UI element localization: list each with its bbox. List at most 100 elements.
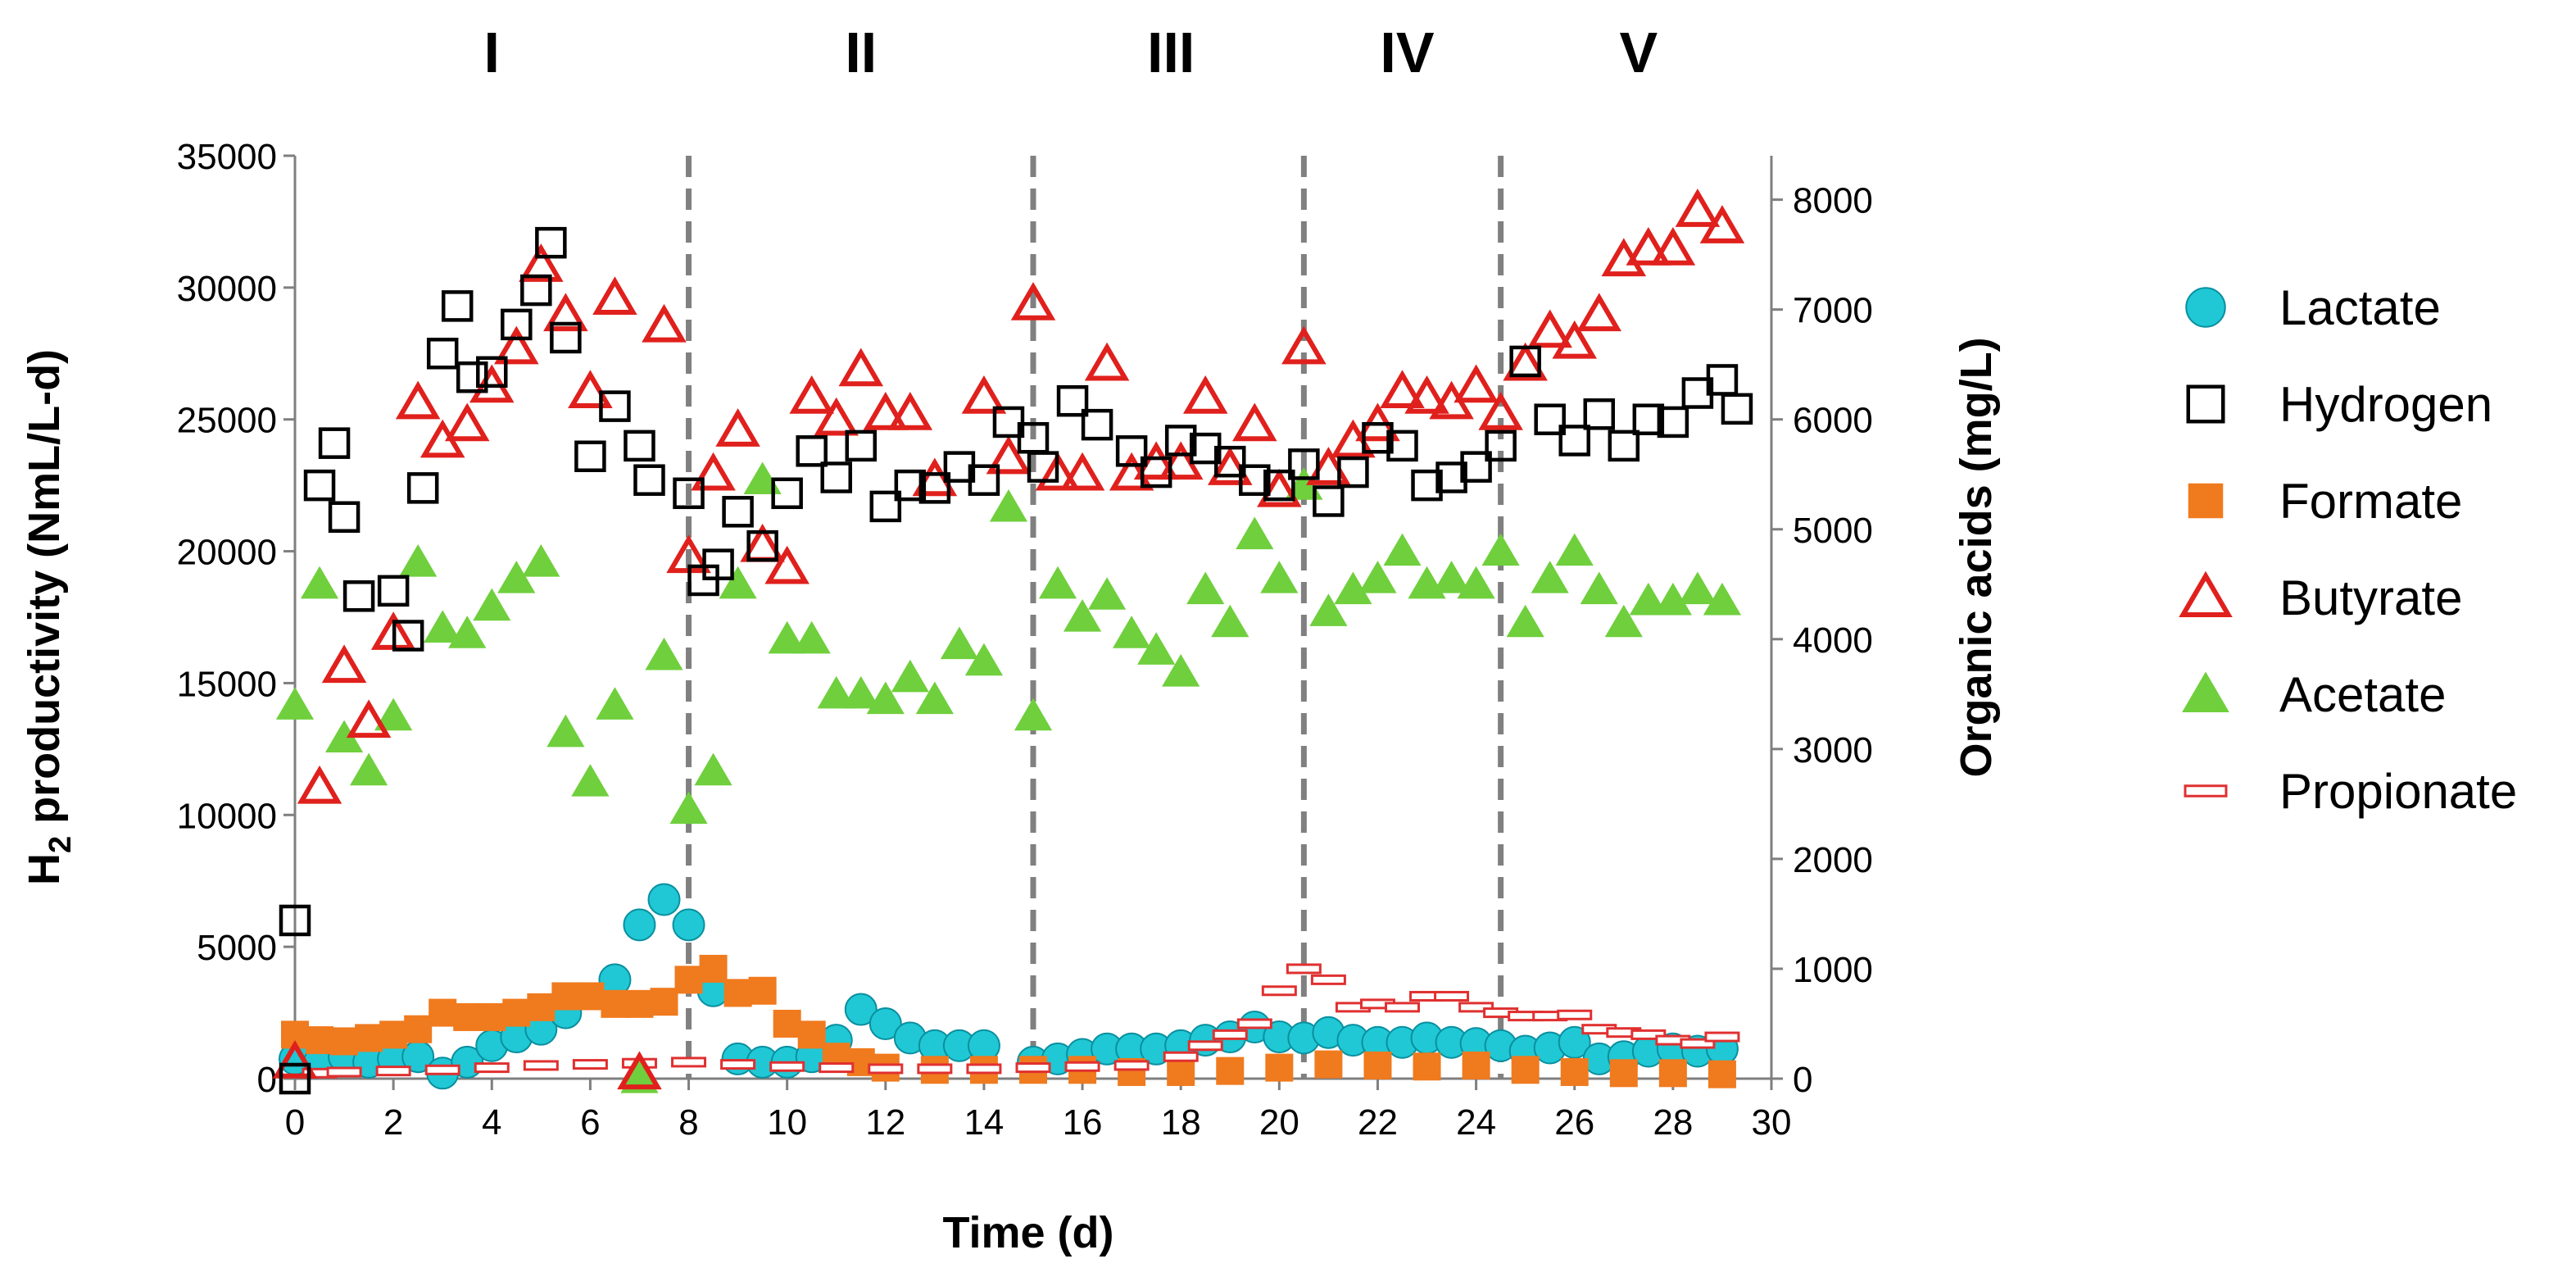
x-ticks: 0 2 4 6 8 10 12 14 16 18 20 22 24 26 28 30 bbox=[285, 1079, 1791, 1143]
acetate-point bbox=[1653, 582, 1692, 616]
legend-item-hydrogen: Hydrogen bbox=[2186, 377, 2492, 432]
hydrogen-point bbox=[673, 477, 705, 510]
y-left-tick-label: 15000 bbox=[177, 664, 277, 704]
hydrogen-point bbox=[441, 290, 474, 322]
phase-label-4: IV bbox=[1380, 20, 1434, 84]
acetate-point bbox=[1531, 561, 1569, 593]
x-tick-label: 20 bbox=[1259, 1102, 1299, 1143]
formate-point bbox=[1167, 1057, 1195, 1086]
propionate-point bbox=[326, 1066, 362, 1078]
acetate-point bbox=[964, 643, 1004, 676]
acetate-point bbox=[1088, 577, 1127, 610]
propionate-point bbox=[1680, 1038, 1716, 1049]
butyrate-point bbox=[1576, 293, 1622, 332]
butyrate-point bbox=[986, 435, 1032, 475]
hydrogen-point bbox=[392, 620, 424, 652]
hydrogen-point bbox=[342, 580, 375, 612]
lactate-point bbox=[868, 1007, 902, 1040]
hydrogen-point bbox=[406, 472, 439, 504]
acetate-point bbox=[1014, 698, 1053, 731]
propionate-point bbox=[1113, 1060, 1150, 1071]
propionate-point bbox=[1458, 1002, 1494, 1013]
hydrogen-point bbox=[1337, 456, 1369, 489]
acetate-point bbox=[891, 659, 929, 693]
formate-point bbox=[527, 993, 556, 1021]
acetate-point bbox=[1703, 582, 1742, 616]
acetate-point bbox=[1260, 561, 1299, 593]
butyrate-point bbox=[1552, 320, 1598, 359]
acetate-point bbox=[374, 698, 413, 731]
y-axis-left-title-rest: productivity (NmL/L-d) bbox=[20, 349, 69, 836]
acetate-point bbox=[1358, 561, 1397, 593]
butyrate-point bbox=[642, 303, 687, 343]
butyrate-point bbox=[543, 293, 588, 332]
acetate-point bbox=[1211, 604, 1249, 638]
x-tick-label: 8 bbox=[678, 1102, 698, 1143]
butyrate-point bbox=[789, 375, 834, 414]
propionate-point bbox=[1704, 1031, 1740, 1043]
propionate-point bbox=[375, 1066, 411, 1077]
butyrate-point bbox=[961, 375, 1007, 414]
formate-point bbox=[453, 1002, 482, 1031]
butyrate-point bbox=[1699, 205, 1745, 243]
y-right-tick-label: 2000 bbox=[1793, 840, 1873, 880]
hydrogen-point bbox=[1115, 435, 1148, 467]
legend-marker-propionate bbox=[2184, 784, 2228, 798]
acetate-point bbox=[1309, 593, 1348, 626]
hydrogen-point bbox=[1608, 429, 1640, 462]
acetate-point bbox=[1137, 632, 1176, 665]
propionate-point bbox=[1187, 1040, 1223, 1052]
hydrogen-point bbox=[746, 529, 778, 562]
y-axis-left-title-main: H bbox=[20, 853, 69, 885]
hydrogen-point bbox=[599, 390, 631, 422]
y-right-tick-label: 1000 bbox=[1793, 950, 1873, 990]
hydrogen-point bbox=[1140, 456, 1172, 489]
propionate-point bbox=[1286, 963, 1322, 975]
legend-label-acetate: Acetate bbox=[2279, 667, 2446, 722]
hydrogen-point bbox=[535, 226, 567, 259]
hydrogen-point bbox=[1485, 429, 1517, 462]
propionate-point bbox=[1434, 990, 1470, 1002]
hydrogen-point bbox=[771, 477, 803, 510]
x-tick-label: 26 bbox=[1554, 1102, 1594, 1143]
butyrate-point bbox=[838, 348, 884, 387]
x-tick-label: 0 bbox=[285, 1102, 305, 1143]
phase-dividers bbox=[686, 156, 1504, 1079]
butyrate-point bbox=[568, 370, 613, 409]
formate-point bbox=[723, 979, 752, 1007]
butyrate-point bbox=[1478, 392, 1523, 430]
acetate-point bbox=[1432, 561, 1471, 593]
acetate-point bbox=[1162, 654, 1200, 687]
legend-marker-hydrogen bbox=[2186, 384, 2225, 424]
acetate-point bbox=[1457, 566, 1495, 599]
butyrate-point bbox=[346, 699, 392, 738]
hydrogen-point bbox=[702, 548, 734, 580]
propionate-point bbox=[819, 1062, 855, 1074]
x-tick-label: 2 bbox=[383, 1102, 403, 1143]
hydrogen-point bbox=[456, 361, 488, 393]
propionate-point bbox=[474, 1062, 510, 1074]
butyrate-point bbox=[1404, 375, 1449, 414]
acetate-point bbox=[275, 687, 315, 720]
acetate-point bbox=[768, 620, 806, 654]
legend-item-lactate: Lactate bbox=[2185, 280, 2441, 335]
acetate-point bbox=[546, 714, 585, 748]
legend-item-butyrate: Butyrate bbox=[2179, 570, 2462, 625]
propionate-point bbox=[523, 1060, 559, 1071]
lactate-point bbox=[647, 883, 681, 916]
phase-label-5: V bbox=[1619, 20, 1658, 84]
y-axis-left-title-subscript: 2 bbox=[43, 836, 78, 853]
hydrogen-point bbox=[1632, 403, 1665, 435]
acetate-point bbox=[817, 675, 855, 709]
x-tick-label: 4 bbox=[482, 1102, 501, 1143]
acetate-point bbox=[324, 720, 364, 753]
butyrate-point bbox=[1059, 452, 1105, 491]
acetate-point bbox=[1604, 604, 1643, 638]
formate-point bbox=[1216, 1057, 1245, 1085]
hydrogen-point bbox=[377, 575, 410, 607]
hydrogen-point bbox=[918, 472, 951, 504]
propionate-point bbox=[769, 1061, 805, 1072]
y-right-tick-label: 5000 bbox=[1793, 511, 1873, 551]
hydrogen-point bbox=[1362, 421, 1394, 454]
propionate-point bbox=[424, 1064, 460, 1075]
